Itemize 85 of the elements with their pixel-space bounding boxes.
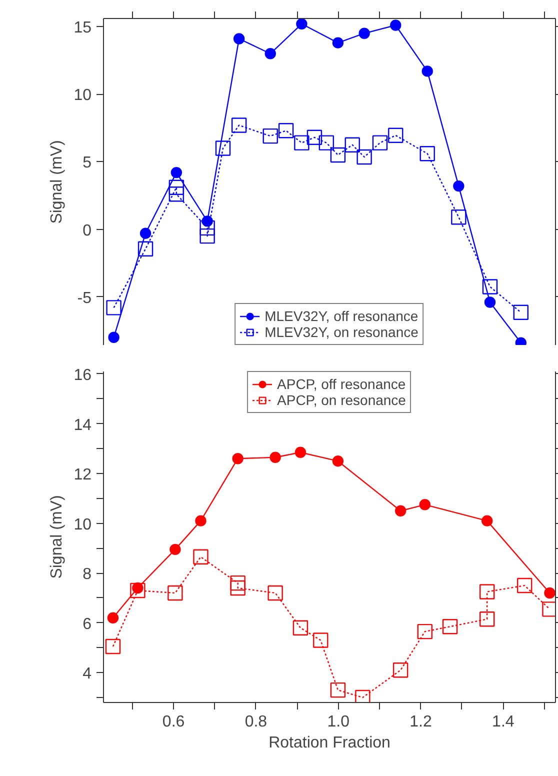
y-axis-title: Signal (mV) [48,495,66,579]
point [108,332,120,343]
point [480,612,495,627]
point [230,580,246,596]
point [388,128,404,143]
legend-label: MLEV32Y, on resonance [264,324,418,340]
point [356,149,372,165]
point [233,33,245,44]
point [193,549,208,565]
point [270,452,281,463]
point [372,135,388,150]
point [107,612,119,624]
x-tick-label: 1.4 [492,714,514,730]
point [138,241,154,256]
point [296,18,308,30]
point [480,584,495,600]
x-tick-label: 1.2 [410,714,432,730]
point [484,296,496,308]
point [358,28,370,39]
x-tick-label: 1.0 [327,714,350,730]
point [268,585,283,601]
point [330,147,346,163]
point [394,505,406,516]
point [420,146,435,162]
point [200,220,215,236]
y-tick-label: 4 [82,666,92,683]
legend-label: APCP, off resonance [277,376,406,392]
point [262,128,278,144]
y-tick-label: 6 [82,616,92,633]
legend-label: APCP, on resonance [277,392,406,408]
y-tick-label: -5 [77,290,92,307]
point [292,620,308,636]
y-tick-label: 14 [74,416,92,434]
point [517,578,532,594]
y-tick-label: 0 [82,222,92,240]
point [278,123,294,138]
point [264,48,276,60]
y-tick-label: 12 [74,466,92,484]
point [482,515,493,526]
point [306,130,322,146]
point [105,638,121,654]
point [130,582,146,598]
point [168,186,184,202]
point [232,453,244,464]
point [451,210,466,225]
legend-label: MLEV32Y, off resonance [264,308,418,324]
y-tick-label: 5 [82,154,92,172]
point [168,180,184,196]
point [417,624,432,640]
point [330,682,346,698]
point [215,140,231,156]
point [332,37,344,48]
point [482,279,498,294]
point [544,587,556,599]
y-tick-label: 10 [74,516,92,534]
x-tick-label: 0.8 [244,714,268,730]
point [195,515,206,526]
point [170,166,182,178]
point [453,180,464,192]
y-axis-title: Signal (mV) [48,140,66,224]
point [513,304,528,320]
point [168,585,183,601]
y-tick-label: 16 [74,366,92,384]
point [332,456,344,467]
point [170,544,181,556]
point [390,20,402,31]
point [200,228,215,244]
point [422,66,433,77]
point [318,135,334,150]
point [230,575,246,591]
point [313,632,328,648]
point [294,135,310,150]
point [140,228,152,239]
point [231,118,247,133]
point [344,137,360,152]
point [294,446,306,458]
point [419,499,430,510]
y-tick-label: 8 [82,566,92,584]
point [442,618,458,634]
y-tick-label: 15 [74,20,92,37]
x-tick-label: 0.6 [162,714,185,730]
x-axis-title: Rotation Fraction [268,734,390,752]
point [392,662,408,678]
y-tick-label: 10 [74,87,92,104]
point [106,300,122,316]
